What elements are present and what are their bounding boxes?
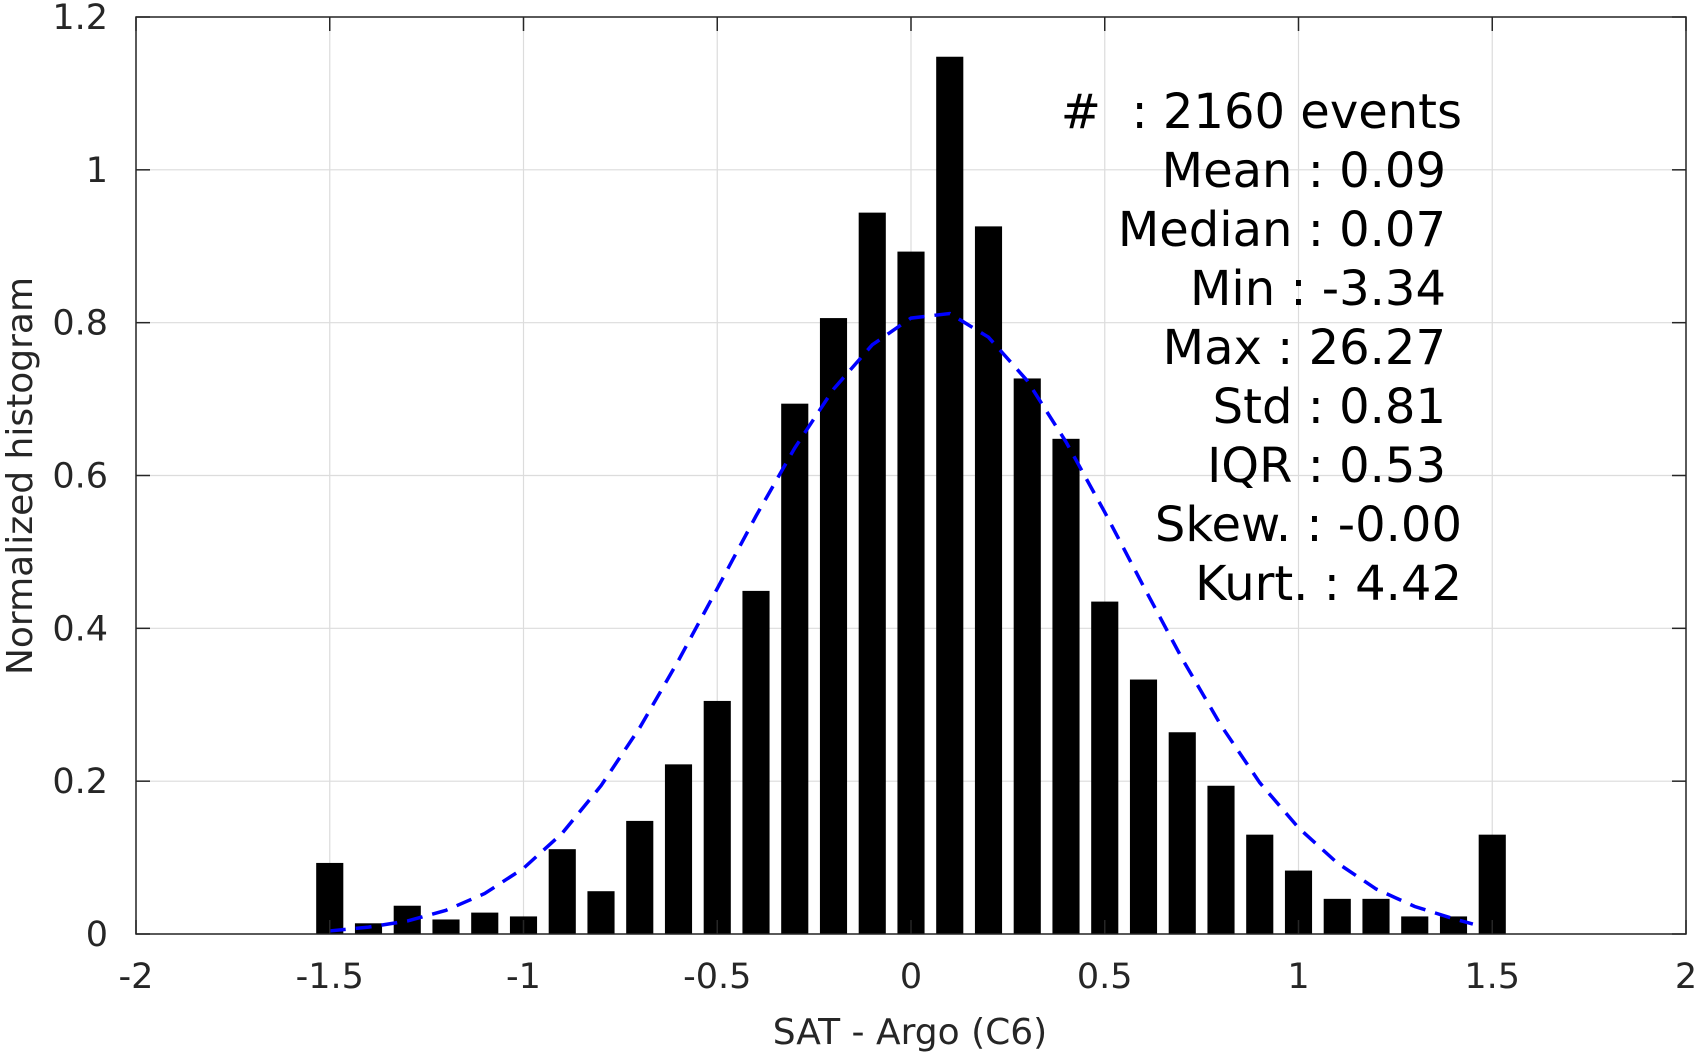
histogram-bar xyxy=(1091,601,1119,934)
stats-line: Kurt. : 4.42 xyxy=(1195,556,1462,612)
histogram-bar xyxy=(1207,785,1235,934)
histogram-bar xyxy=(781,403,809,934)
stats-line: IQR : 0.53 xyxy=(1207,438,1446,494)
x-tick-labels: -2 -1.5 -1 -0.5 0 0.5 1 1.5 2 xyxy=(119,957,1698,997)
histogram-bar xyxy=(626,820,654,934)
histogram-bar xyxy=(974,226,1003,935)
histogram-bar xyxy=(936,56,964,934)
histogram-bar xyxy=(1439,916,1468,934)
y-tick-label: 0.6 xyxy=(52,457,108,497)
y-axis-label: Normalized histogram xyxy=(0,277,41,675)
y-tick-label: 0 xyxy=(86,915,108,955)
y-tick-label: 0.4 xyxy=(52,609,108,649)
x-tick-label: -1 xyxy=(506,957,541,997)
x-tick-label: 1 xyxy=(1287,957,1309,997)
y-tick-label: 1.2 xyxy=(52,0,108,38)
histogram-bar xyxy=(1401,916,1429,934)
histogram-bar xyxy=(1323,898,1351,934)
y-tick-labels: 0 0.2 0.4 0.6 0.8 1 1.2 xyxy=(52,0,108,955)
x-axis-label: SAT - Argo (C6) xyxy=(773,1012,1047,1053)
y-tick-label: 0.8 xyxy=(52,304,108,344)
stats-line: Median : 0.07 xyxy=(1118,202,1446,258)
stats-line: Mean : 0.09 xyxy=(1162,143,1446,199)
histogram-bar xyxy=(858,212,886,935)
x-tick-label: -0.5 xyxy=(683,957,751,997)
stats-line: # : 2160 events xyxy=(1061,84,1462,140)
stats-line: Min : -3.34 xyxy=(1190,261,1446,317)
tick-marks xyxy=(135,16,1687,935)
histogram-bar xyxy=(432,919,460,934)
stats-line: Std : 0.81 xyxy=(1213,379,1446,435)
histogram-bar xyxy=(1129,679,1158,934)
normal-fit-line xyxy=(329,311,1474,933)
stats-line: Max : 26.27 xyxy=(1163,320,1446,376)
histogram-bar xyxy=(1052,438,1080,934)
histogram-bar xyxy=(897,251,925,934)
histogram-bar xyxy=(703,700,731,934)
x-tick-label: 1.5 xyxy=(1464,957,1520,997)
stats-line: Skew. : -0.00 xyxy=(1155,497,1462,553)
x-tick-label: -1.5 xyxy=(296,957,364,997)
histogram-bar xyxy=(742,590,770,934)
x-tick-label: 2 xyxy=(1675,957,1697,997)
histogram-bar xyxy=(587,891,615,934)
histogram-bar xyxy=(819,318,848,934)
histogram-bar xyxy=(548,849,576,934)
y-tick-label: 0.2 xyxy=(52,762,108,802)
y-tick-label: 1 xyxy=(86,151,108,191)
histogram-bar xyxy=(1246,834,1274,934)
histogram-bar xyxy=(1362,898,1390,934)
x-tick-label: 0.5 xyxy=(1077,957,1133,997)
histogram-bar xyxy=(1168,732,1196,934)
histogram-bar xyxy=(664,764,693,934)
normal-fit-curve xyxy=(329,311,1474,933)
histogram-bar xyxy=(471,912,499,934)
histogram-bar xyxy=(1013,378,1041,935)
x-tick-label: -2 xyxy=(119,957,154,997)
x-tick-label: 0 xyxy=(900,957,922,997)
histogram-bars xyxy=(316,56,1506,935)
histogram-bar xyxy=(1478,834,1506,934)
